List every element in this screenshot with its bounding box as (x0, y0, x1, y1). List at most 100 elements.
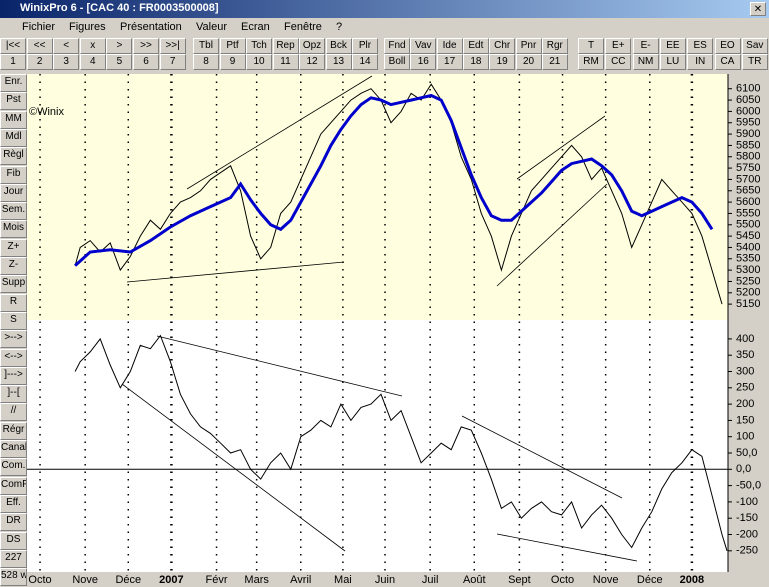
toolbar-button[interactable]: Rgr (541, 38, 568, 54)
toolbar-button[interactable]: 12 (299, 54, 325, 70)
toolbar-button[interactable]: >>| (159, 38, 186, 54)
toolbar-button[interactable]: 18 (462, 54, 489, 70)
toolbar-button[interactable]: Pnr (515, 38, 542, 54)
sidebar-button[interactable]: Z+ (0, 238, 27, 257)
sidebar-button[interactable]: Régr (0, 421, 27, 440)
y-tick-label: 5800 (736, 151, 760, 163)
toolbar-button[interactable]: 6 (133, 54, 159, 70)
toolbar-button[interactable]: T (578, 38, 604, 54)
x-tick-label: Juil (422, 574, 439, 586)
toolbar-button[interactable]: 3 (53, 54, 80, 70)
toolbar-button[interactable]: 17 (436, 54, 463, 70)
sidebar-button[interactable]: // (0, 403, 27, 422)
toolbar-button[interactable]: E+ (605, 38, 632, 54)
y-tick-label: -150 (736, 512, 758, 524)
menu-item[interactable]: Ecran (241, 21, 270, 33)
toolbar-button[interactable]: 8 (193, 54, 219, 70)
toolbar-button[interactable]: Tch (246, 38, 272, 54)
toolbar-button[interactable]: 10 (246, 54, 272, 70)
toolbar-button[interactable]: 20 (515, 54, 542, 70)
trend-lines (121, 75, 638, 562)
sidebar-button[interactable]: ]--[ (0, 385, 27, 404)
sidebar-button[interactable]: Règl (0, 147, 27, 166)
sidebar-button[interactable]: 528 w (0, 568, 27, 587)
sidebar-button[interactable]: Fib (0, 165, 27, 184)
sidebar-button[interactable]: S (0, 311, 27, 330)
toolbar-button[interactable]: 11 (272, 54, 299, 70)
menu-item[interactable]: Présentation (120, 21, 182, 33)
toolbar-button[interactable]: Tbl (193, 38, 219, 54)
sidebar-button[interactable]: >--> (0, 330, 27, 349)
sidebar-button[interactable]: Sem. (0, 202, 27, 221)
toolbar-button[interactable]: 5 (106, 54, 133, 70)
toolbar-button[interactable]: CC (605, 54, 632, 70)
toolbar-button[interactable]: 7 (159, 54, 186, 70)
y-tick-label: 5150 (736, 298, 760, 310)
toolbar-button[interactable]: Edt (462, 38, 489, 54)
toolbar-button[interactable]: NM (632, 54, 659, 70)
toolbar-button[interactable]: TR (741, 54, 768, 70)
menu-item[interactable]: ? (336, 21, 343, 33)
sidebar-button[interactable]: Eff. (0, 494, 27, 513)
toolbar-button[interactable]: Chr (489, 38, 516, 54)
toolbar-button[interactable]: 1 (0, 54, 26, 70)
toolbar-button[interactable]: ES (687, 38, 714, 54)
sidebar-button[interactable]: Canal (0, 440, 27, 458)
toolbar-button[interactable]: EO (714, 38, 741, 54)
toolbar-button[interactable]: Plr (352, 38, 378, 54)
sidebar-button[interactable]: Jour (0, 183, 27, 202)
toolbar-button[interactable]: 2 (26, 54, 53, 70)
toolbar-button[interactable]: Opz (299, 38, 325, 54)
toolbar-button[interactable]: Ptf (219, 38, 246, 54)
toolbar-button[interactable]: Ide (436, 38, 463, 54)
menu-item[interactable]: Fichier (22, 21, 56, 33)
toolbar-button[interactable]: Fnd (384, 38, 410, 54)
toolbar-button[interactable]: 14 (352, 54, 378, 70)
sidebar-button[interactable]: Enr. (0, 74, 27, 92)
sidebar-button[interactable]: DR (0, 513, 27, 532)
toolbar-button[interactable]: 13 (325, 54, 352, 70)
sidebar-button[interactable]: Supp (0, 275, 27, 294)
toolbar-button[interactable]: EE (659, 38, 686, 54)
toolbar-button[interactable]: |<< (0, 38, 26, 54)
sidebar-button[interactable]: ]---> (0, 366, 27, 385)
toolbar-button[interactable]: Vav (410, 38, 437, 54)
toolbar-button[interactable]: > (106, 38, 133, 54)
toolbar-button[interactable]: 4 (79, 54, 106, 70)
toolbar-button[interactable]: 21 (541, 54, 568, 70)
sidebar-button[interactable]: ComF (0, 476, 27, 495)
sidebar-button[interactable]: Com. (0, 458, 27, 477)
sidebar-button[interactable]: Mdl (0, 128, 27, 147)
toolbar-button[interactable]: Bck (325, 38, 352, 54)
sidebar-button[interactable]: <--> (0, 348, 27, 367)
x-tick-label: Mai (334, 574, 352, 586)
toolbar-button[interactable]: 16 (410, 54, 437, 70)
toolbar-button[interactable]: Boll (384, 54, 410, 70)
toolbar-button[interactable]: x (79, 38, 106, 54)
sidebar-button[interactable]: Z- (0, 257, 27, 275)
close[interactable]: ✕ (750, 2, 766, 16)
toolbar-button[interactable]: Rep (272, 38, 299, 54)
toolbar-button[interactable]: 19 (489, 54, 516, 70)
toolbar-button[interactable]: IN (687, 54, 714, 70)
menu-item[interactable]: Figures (69, 21, 106, 33)
toolbar-button[interactable]: E- (632, 38, 659, 54)
menu-item[interactable]: Valeur (196, 21, 227, 33)
sidebar-button[interactable]: 227 (0, 549, 27, 568)
toolbar-button[interactable]: 9 (219, 54, 246, 70)
toolbar-button[interactable]: RM (578, 54, 604, 70)
sidebar-button[interactable]: Mois (0, 220, 27, 239)
toolbar-button[interactable]: LU (659, 54, 686, 70)
menu-item[interactable]: Fenêtre (284, 21, 322, 33)
y-tick-label: 5500 (736, 219, 760, 231)
sidebar-button[interactable]: MM (0, 110, 27, 129)
toolbar-button[interactable]: >> (133, 38, 159, 54)
y-tick-label: 5900 (736, 128, 760, 140)
toolbar-button[interactable]: < (53, 38, 80, 54)
toolbar-button[interactable]: Sav (741, 38, 768, 54)
sidebar-button[interactable]: DS (0, 531, 27, 550)
sidebar-button[interactable]: R (0, 293, 27, 312)
sidebar-button[interactable]: Pst (0, 92, 27, 111)
toolbar-button[interactable]: << (26, 38, 53, 54)
toolbar-button[interactable]: CA (714, 54, 741, 70)
